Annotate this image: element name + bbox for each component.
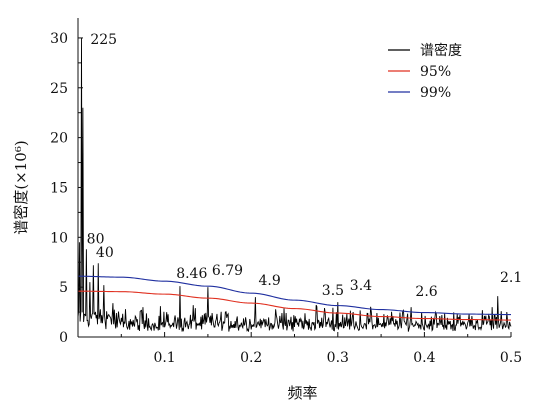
peak-label: 80 [87,231,105,247]
x-tick-label: 0.3 [327,350,349,366]
x-tick-label: 0.4 [413,350,435,366]
legend-label: 95% [420,64,451,80]
legend-label: 99% [420,85,451,101]
y-tick-label: 5 [59,280,68,296]
peak-label: 6.79 [212,263,243,279]
y-tick-label: 15 [50,180,68,196]
series-spectral-density-line [77,37,512,333]
y-tick-label: 30 [50,31,68,47]
peak-label: 4.9 [259,273,281,289]
axes: 0 5 10 15 20 25 30 0.1 0.2 0.3 0.4 0.5 [50,18,522,366]
peak-label: 225 [90,32,117,48]
series-95-percent-line [77,290,511,321]
series-99-percent-line [77,275,511,316]
legend: 谱密度 95% 99% [388,42,462,101]
x-tick-label: 0.2 [240,350,262,366]
y-tick-label: 0 [59,330,68,346]
y-tick-label: 10 [50,230,68,246]
plot-area [77,37,512,333]
y-tick-label: 20 [50,131,68,147]
peak-label: 8.46 [176,266,207,282]
peak-label: 3.5 [322,283,344,299]
y-axis-label: 谱密度(×10⁶) [12,140,30,234]
peak-label: 40 [96,245,114,261]
x-tick-label: 0.5 [500,350,522,366]
y-tick-label: 25 [50,81,68,97]
legend-label: 谱密度 [420,42,462,59]
peak-label: 2.6 [415,284,437,300]
x-axis-label: 频率 [287,384,317,402]
peak-label: 2.1 [500,270,522,286]
peak-label: 3.4 [350,278,372,294]
x-tick-label: 0.1 [153,350,175,366]
